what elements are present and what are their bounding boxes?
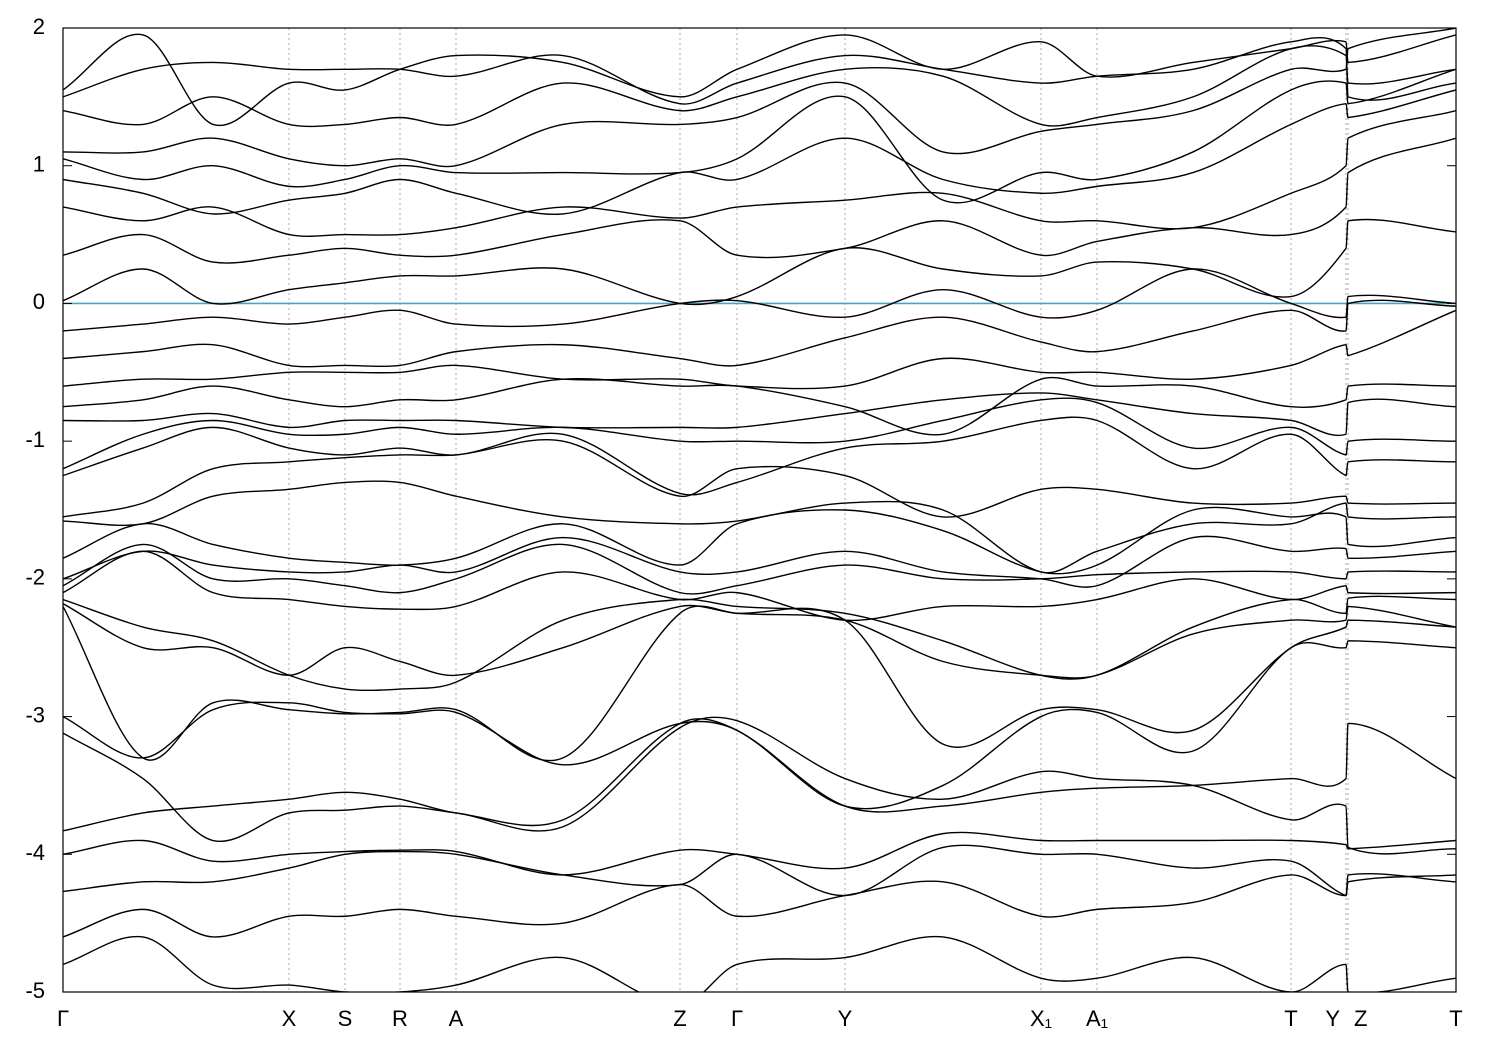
band — [63, 873, 1456, 938]
band — [63, 543, 1456, 595]
y-tick-label: 0 — [33, 289, 45, 314]
band — [63, 45, 1456, 128]
band — [63, 392, 1456, 437]
x-tick-label: Y — [1325, 1006, 1340, 1031]
band — [63, 137, 1456, 264]
y-tick-label: -4 — [25, 840, 45, 865]
band — [63, 89, 1456, 216]
band — [63, 68, 1456, 204]
band — [63, 299, 1456, 368]
x-tick-label: X₁ — [1030, 1006, 1052, 1031]
band — [63, 535, 1456, 588]
x-tick-label: A₁ — [1086, 1006, 1108, 1031]
band — [63, 550, 1456, 622]
x-tick-label: A — [449, 1006, 464, 1031]
band — [63, 36, 1456, 105]
x-tick-label: Γ — [57, 1006, 69, 1031]
x-tick-label: Z — [673, 1006, 686, 1031]
y-tick-label: -1 — [25, 427, 45, 452]
band — [63, 716, 1456, 855]
band — [63, 28, 1456, 168]
band — [63, 718, 1456, 832]
band — [63, 605, 1456, 762]
y-tick-label: 1 — [33, 152, 45, 177]
band — [63, 109, 1456, 237]
x-tick-label: T — [1449, 1006, 1462, 1031]
band — [63, 218, 1456, 306]
x-tick-label: Γ — [731, 1006, 743, 1031]
band — [63, 844, 1456, 897]
y-tick-label: -5 — [25, 978, 45, 1003]
x-tick-label: S — [338, 1006, 353, 1031]
band — [63, 935, 1456, 992]
plot-frame — [62, 27, 1457, 993]
y-tick-label: 2 — [33, 14, 45, 39]
band — [63, 438, 1456, 518]
x-tick-label: T — [1284, 1006, 1297, 1031]
band — [63, 416, 1456, 496]
x-tick-label: Z — [1354, 1006, 1367, 1031]
band — [63, 33, 1456, 127]
bands — [63, 28, 1456, 992]
x-tick-label: R — [392, 1006, 408, 1031]
band — [63, 376, 1456, 436]
x-tick-label: Y — [838, 1006, 853, 1031]
band — [63, 640, 1456, 810]
band — [63, 595, 1456, 692]
y-tick-label: -3 — [25, 702, 45, 727]
band — [63, 309, 1456, 390]
x-tick-label: X — [282, 1006, 297, 1031]
band — [63, 603, 1456, 679]
band — [63, 480, 1456, 574]
band — [63, 397, 1456, 470]
band — [63, 831, 1456, 876]
band — [63, 268, 1456, 332]
y-tick-label: -2 — [25, 565, 45, 590]
